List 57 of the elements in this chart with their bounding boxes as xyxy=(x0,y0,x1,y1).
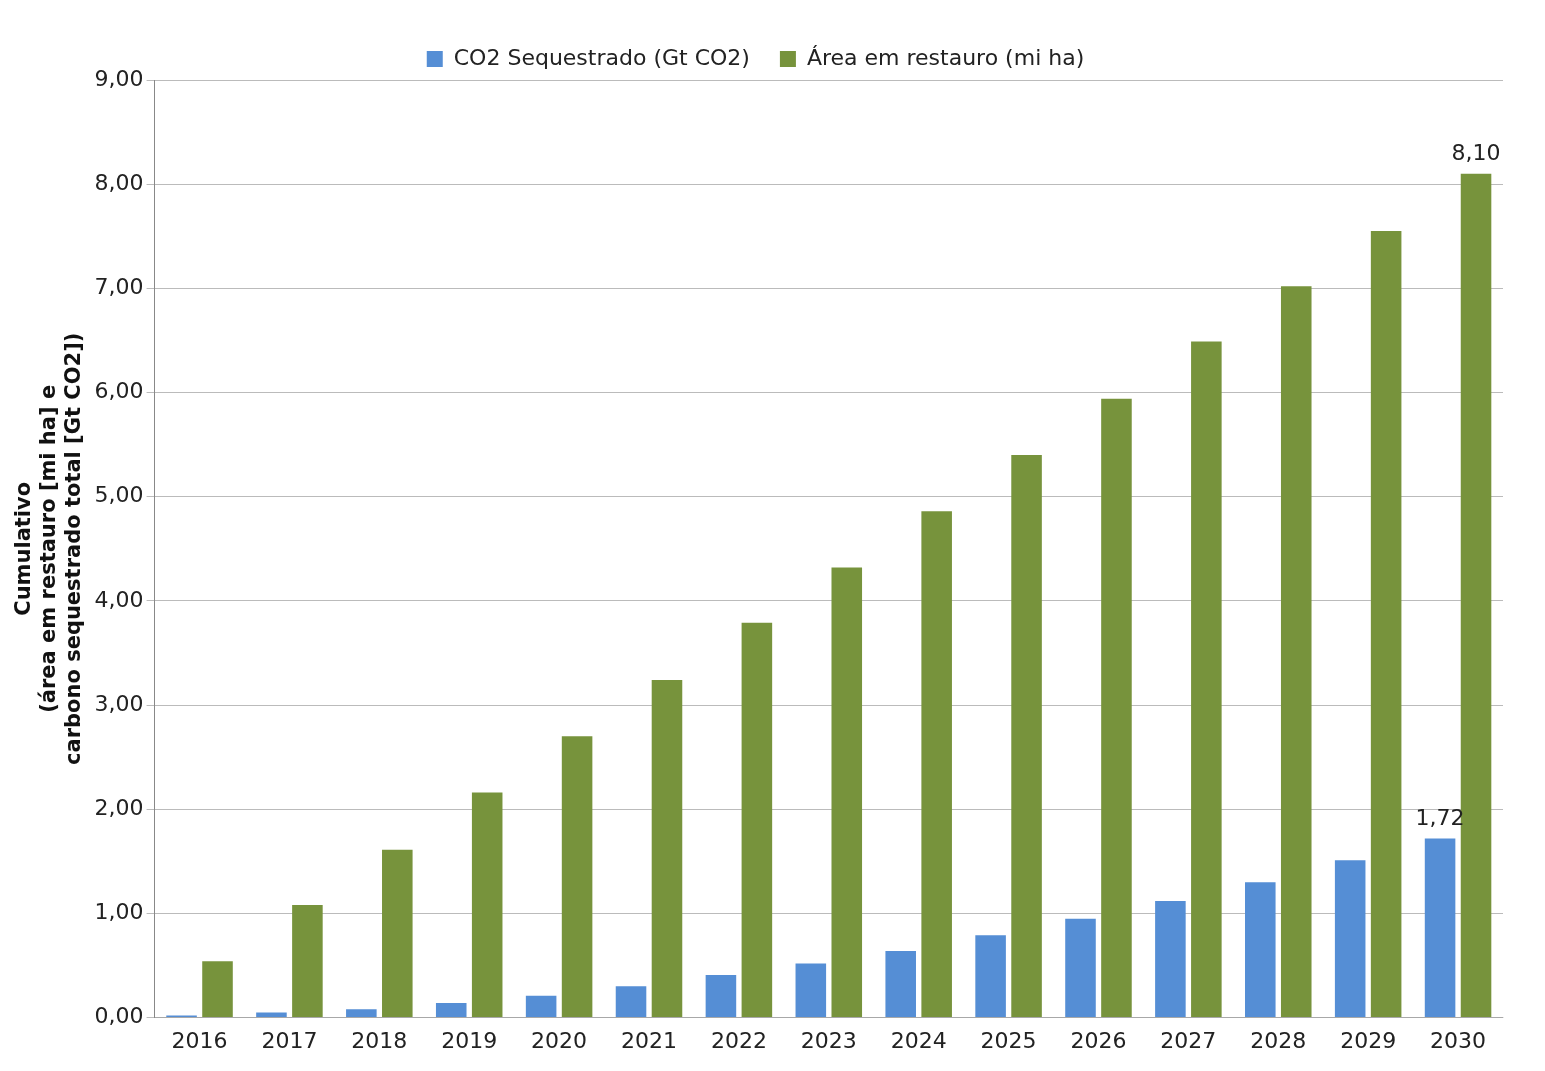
x-tick-label: 2028 xyxy=(1250,1027,1307,1053)
data-label: 8,10 xyxy=(1451,140,1501,166)
x-tick-label: 2027 xyxy=(1160,1027,1217,1053)
y-tick-label: 8,00 xyxy=(94,169,144,195)
bar xyxy=(202,961,233,1018)
bar xyxy=(1101,398,1132,1018)
bar xyxy=(795,963,827,1018)
y-tick-label: 1,00 xyxy=(94,899,144,925)
x-tick-label: 2030 xyxy=(1430,1027,1487,1053)
bar xyxy=(256,1012,287,1018)
x-tick-label: 2029 xyxy=(1340,1027,1397,1053)
bar xyxy=(885,950,916,1018)
bar xyxy=(921,511,952,1018)
bar xyxy=(1155,900,1186,1018)
y-tick-label: 7,00 xyxy=(94,274,144,300)
bar xyxy=(346,1009,377,1018)
x-tick-label: 2024 xyxy=(890,1027,947,1053)
x-tick-label: 2018 xyxy=(351,1027,408,1053)
legend-label: CO2 Sequestrado (Gt CO2) xyxy=(453,44,750,70)
y-tick-label: 5,00 xyxy=(94,482,144,508)
bar xyxy=(831,567,863,1018)
bar xyxy=(292,905,323,1018)
x-tick-label: 2016 xyxy=(171,1027,228,1053)
bar xyxy=(705,974,737,1018)
x-tick-label: 2023 xyxy=(800,1027,857,1053)
y-tick-label: 4,00 xyxy=(94,586,144,612)
x-tick-label: 2017 xyxy=(261,1027,318,1053)
y-tick-label: 9,00 xyxy=(94,65,144,91)
y-tick-label: 6,00 xyxy=(94,378,144,404)
x-tick-label: 2025 xyxy=(980,1027,1037,1053)
bar xyxy=(525,995,557,1018)
y-tick-label: 3,00 xyxy=(94,690,144,716)
x-tick-label: 2022 xyxy=(710,1027,767,1053)
bar xyxy=(1280,286,1312,1018)
y-axis-title: Cumulativo (área em restauro [mi ha] e carbono sequestrado total [Gt CO2]) xyxy=(11,332,86,765)
y-tick-label: 2,00 xyxy=(94,794,144,820)
bar xyxy=(435,1003,467,1018)
bar xyxy=(975,935,1006,1018)
bar xyxy=(471,792,503,1018)
bar xyxy=(1370,231,1402,1018)
x-tick-label: 2020 xyxy=(531,1027,588,1053)
x-tick-label: 2021 xyxy=(621,1027,677,1053)
bar xyxy=(1334,860,1366,1018)
bar xyxy=(1065,918,1096,1018)
bar xyxy=(651,680,683,1018)
y-tick-label: 0,00 xyxy=(94,1003,144,1029)
bar xyxy=(1245,882,1276,1018)
bar xyxy=(1191,341,1222,1018)
legend-label: Área em restauro (mi ha) xyxy=(806,44,1085,70)
bar xyxy=(615,986,647,1018)
bar xyxy=(1011,455,1042,1018)
bar xyxy=(741,622,773,1018)
bar xyxy=(561,736,593,1018)
bar xyxy=(382,849,413,1018)
x-tick-label: 2026 xyxy=(1070,1027,1127,1053)
bar xyxy=(1424,838,1456,1018)
x-tick-label: 2019 xyxy=(441,1027,498,1053)
